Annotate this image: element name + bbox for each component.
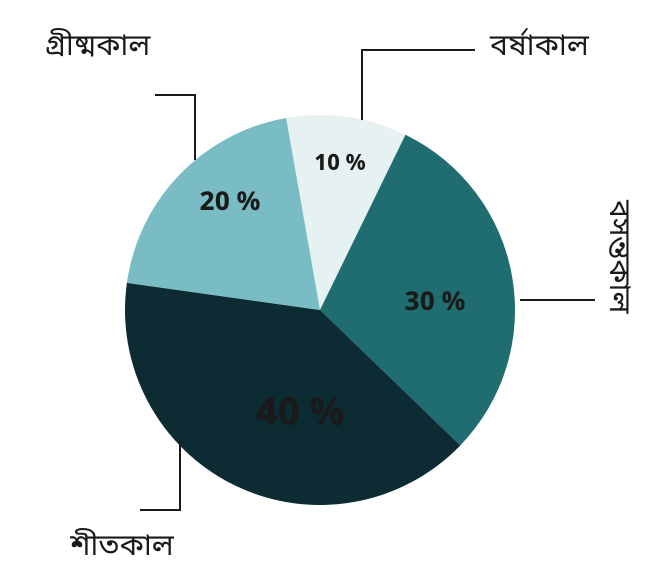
pct-label-spring: 30 % [405,286,466,321]
ext-label-winter: শীতকাল [69,527,175,568]
ext-label-spring: বসন্তকাল [597,199,637,314]
ext-label-summer: গ্রীষ্মকাল [45,27,151,68]
pie-chart: 10 % 30 % 40 % 20 % বর্ষাকাল বসন্তকাল শীতকাল গ্… [0,0,665,585]
pct-label-summer: 20 % [200,186,261,221]
pct-label-monsoon: 10 % [314,150,365,179]
ext-label-monsoon: বর্ষাকাল [489,26,590,68]
pct-label-winter: 40 % [256,390,345,441]
